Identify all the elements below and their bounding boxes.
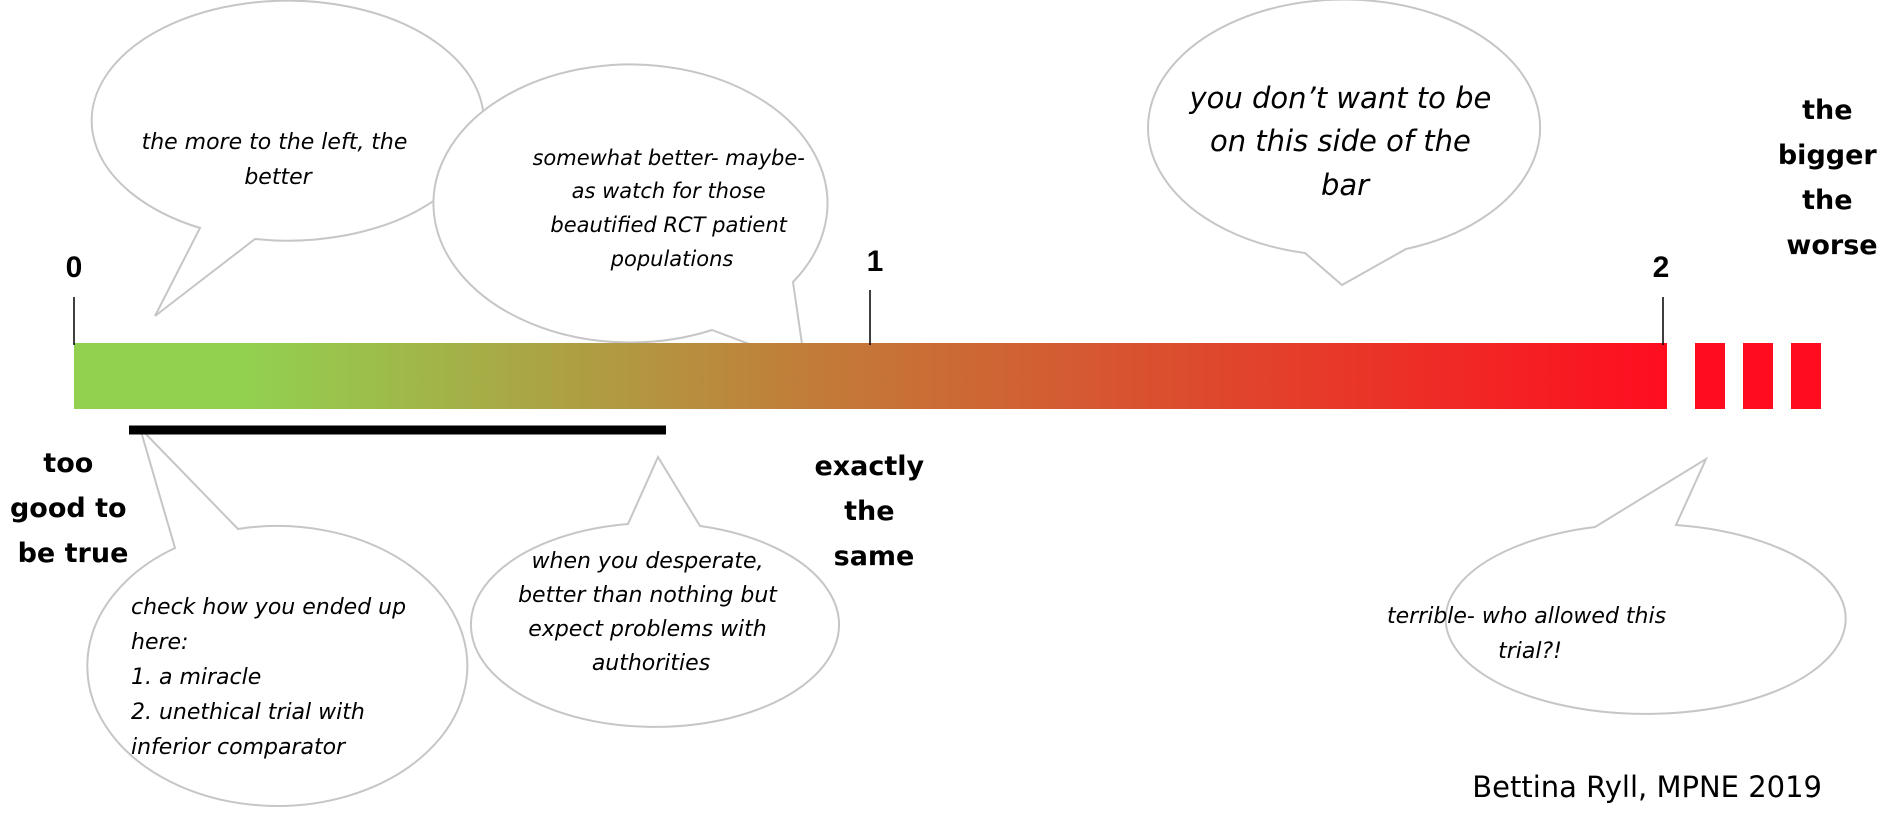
bubble-text-line: populations bbox=[610, 247, 734, 271]
bubble-text-line: 1. a miracle bbox=[131, 665, 261, 690]
label-too-good-line: good to bbox=[10, 493, 127, 524]
scale-gradient-bar bbox=[74, 343, 1667, 409]
label-exactly-same: exactly the same bbox=[814, 451, 933, 572]
bubble-text-line: you don’t want to be bbox=[1188, 81, 1491, 115]
label-bigger-worse-line: worse bbox=[1786, 230, 1877, 261]
bubble-dont-want-text: you don’t want to be on this side of the… bbox=[1188, 81, 1500, 202]
bubble-text-line: terrible- who allowed this bbox=[1387, 604, 1666, 629]
bubble-dont-want bbox=[1147, 0, 1542, 287]
label-too-good-line: too bbox=[43, 448, 93, 479]
label-bigger-worse-line: the bbox=[1802, 185, 1852, 216]
bubble-left-better-text: the more to the left, the better bbox=[142, 130, 415, 190]
bubble-terrible-text: terrible- who allowed this trial?! bbox=[1387, 604, 1673, 664]
tick-label-0: 0 bbox=[66, 251, 83, 284]
bubble-somewhat-better bbox=[432, 63, 829, 367]
bubble-text-line: here: bbox=[131, 630, 188, 655]
continuation-dash bbox=[1743, 343, 1773, 409]
label-too-good: too good to be true bbox=[10, 448, 136, 569]
bubble-desperate-text: when you desperate, better than nothing … bbox=[518, 549, 784, 676]
label-too-good-line: be true bbox=[18, 538, 129, 569]
continuation-dash bbox=[1791, 343, 1821, 409]
bubble-text-line: expect problems with bbox=[528, 617, 766, 642]
bubble-text-line: beautified RCT patient bbox=[550, 213, 787, 237]
bubble-text-line: better bbox=[244, 165, 313, 190]
bubble-text-line: inferior comparator bbox=[131, 735, 347, 760]
label-exactly-same-line: the bbox=[844, 496, 894, 527]
bubble-terrible bbox=[1444, 456, 1847, 715]
bubble-text-line: bar bbox=[1321, 168, 1371, 202]
label-bigger-worse: the bigger the worse bbox=[1778, 95, 1886, 261]
bubble-text-line: somewhat better- maybe- bbox=[532, 146, 804, 170]
bubble-text-line: as watch for those bbox=[572, 179, 766, 203]
label-bigger-worse-line: the bbox=[1802, 95, 1852, 126]
bubble-text-line: check how you ended up bbox=[131, 595, 406, 620]
bubble-desperate bbox=[469, 454, 840, 728]
tick-label-1: 1 bbox=[867, 245, 884, 278]
bubble-text-line: authorities bbox=[592, 651, 710, 676]
bubble-somewhat-better-text: somewhat better- maybe- as watch for tho… bbox=[532, 146, 811, 271]
bubble-check-text: check how you ended up here: 1. a miracl… bbox=[131, 595, 413, 760]
bubble-check bbox=[86, 427, 469, 807]
bubble-text-line: better than nothing but bbox=[518, 583, 778, 608]
label-bigger-worse-line: bigger bbox=[1778, 140, 1878, 171]
bubble-text-line: the more to the left, the bbox=[142, 130, 408, 155]
label-exactly-same-line: same bbox=[834, 541, 915, 572]
bubble-text-line: on this side of the bbox=[1210, 124, 1471, 158]
label-exactly-same-line: exactly bbox=[814, 451, 924, 482]
bubble-text-line: when you desperate, bbox=[532, 549, 764, 574]
tick-label-2: 2 bbox=[1653, 251, 1670, 284]
credit-text: Bettina Ryll, MPNE 2019 bbox=[1472, 770, 1822, 804]
bubble-text-line: trial?! bbox=[1498, 639, 1562, 664]
bubble-left-better bbox=[90, 0, 485, 317]
continuation-dash bbox=[1695, 343, 1725, 409]
bubble-text-line: 2. unethical trial with bbox=[131, 700, 365, 725]
